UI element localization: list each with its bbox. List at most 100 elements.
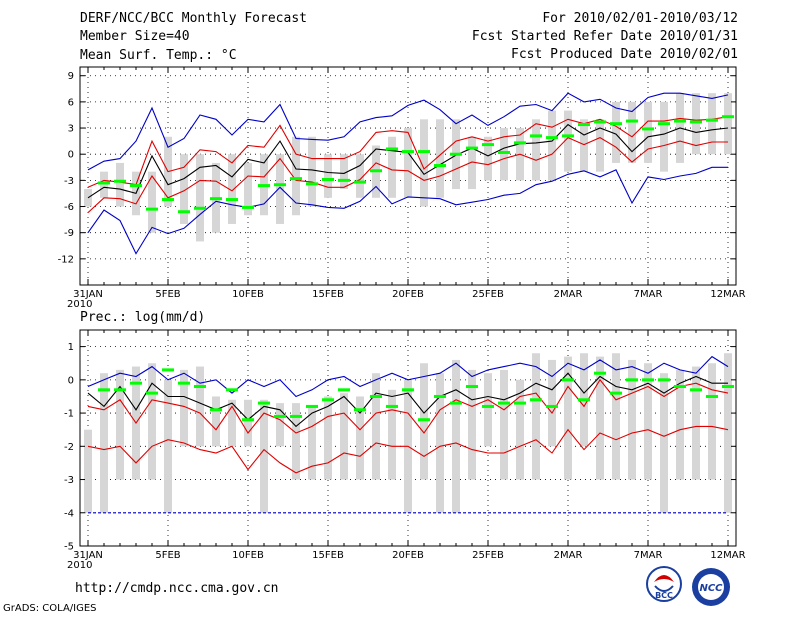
temp-green-marker [578,123,590,127]
prec-ytick-label: -1 [64,409,74,420]
temp-green-marker [706,118,718,122]
temp-green-marker [690,120,702,124]
prec-blue-upper-line [87,355,729,398]
temp-green-marker [434,164,446,168]
prec-spread-box [388,389,396,480]
temp-spread-box [628,101,636,163]
temp-spread-box [500,128,508,181]
temp-green-marker [306,182,318,186]
prec-spread-box [420,363,428,480]
temp-spread-box [308,136,316,207]
prec-spread-box [516,379,524,480]
temp-spread-box [468,136,476,190]
prec-spread-box [212,396,220,447]
prec-xtick-label: 20FEB [392,550,424,561]
bcc-logo-text: BCC [655,591,673,600]
temp-year-label: 2010 [67,299,92,310]
temp-spread-box [356,154,364,198]
temp-green-marker [210,197,222,201]
prec-spread-box [628,359,636,480]
forecast-period-label: For 2010/02/01-2010/03/12 [542,11,738,26]
temp-spread-box [148,171,156,233]
temp-green-marker [338,178,350,182]
member-size-label: Member Size=40 [80,29,190,44]
prec-spread-box [484,373,492,447]
prec-xtick-label: 12MAR [710,550,745,561]
temp-spread-box [100,171,108,198]
prec-spread-box [500,369,508,480]
bcc-logo: BCC [646,566,682,602]
temp-green-marker [658,122,670,126]
prec-panel-title: Prec.: log(mm/d) [80,310,205,325]
temp-spread-box [276,154,284,224]
prec-green-marker [530,398,542,402]
prec-spread-box [324,396,332,480]
prec-green-marker [610,391,622,395]
temp-spread-box [196,154,204,242]
prec-ytick-label: 0 [68,375,74,386]
prec-xtick-label: 15FEB [312,550,344,561]
temp-ytick-label: 6 [68,97,74,108]
ncc-logo-text: NCC [699,583,723,594]
prec-green-marker [418,418,430,422]
temp-green-marker [594,120,606,124]
temp-spread-box [580,119,588,172]
temp-green-marker [194,206,206,210]
temp-green-marker [642,127,654,131]
temp-green-marker [546,136,558,140]
prec-spread-box [532,353,540,480]
prec-spread-box [708,363,716,480]
temp-panel-title: Mean Surf. Temp.: °C [80,48,237,63]
prec-spread-box [436,373,444,513]
temp-spread-box [660,101,668,172]
temp-green-marker [562,134,574,138]
prec-spread-box [276,403,284,447]
prec-green-marker [338,388,350,392]
prec-red-upper-line [87,378,729,434]
prec-green-marker [242,418,254,422]
prec-ytick-label: -3 [64,475,74,486]
prec-green-marker [226,388,238,392]
temp-green-marker [466,146,478,150]
temp-green-marker [130,184,142,188]
prec-green-marker [178,381,190,385]
temp-spread-box [708,93,716,155]
prec-green-marker [626,378,638,382]
temp-spread-box [420,119,428,207]
prec-spread-box [260,399,268,513]
temp-xtick-label: 12MAR [710,289,745,300]
temp-spread-box [548,110,556,181]
temp-green-marker [98,181,110,185]
source-url[interactable]: http://cmdp.ncc.cma.gov.cn [75,581,279,596]
temp-green-marker [242,205,254,209]
prec-green-marker [514,401,526,405]
prec-xtick-label: 25FEB [472,550,504,561]
prec-green-marker [354,408,366,412]
temp-ytick-label: -12 [58,254,74,265]
temp-red-upper-line [87,116,729,188]
temp-green-marker [178,210,190,214]
prec-green-marker [290,414,302,418]
temp-green-marker [482,143,494,147]
temp-green-marker [226,198,238,202]
prec-spread-box [180,369,188,447]
fcst-started-label: Fcst Started Refer Date 2010/01/31 [471,29,738,44]
prec-green-marker [594,371,606,375]
prec-spread-box [372,373,380,480]
temp-xtick-label: 2MAR [554,289,583,300]
prec-xtick-label: 10FEB [232,550,264,561]
temp-green-marker [258,184,270,188]
temp-spread-box [484,136,492,181]
temp-spread-box [244,162,252,216]
prec-xtick-label: 31JAN [73,550,103,561]
prec-green-marker [210,408,222,412]
temp-spread-box [692,93,700,155]
prec-green-marker [450,401,462,405]
prec-year-label: 2010 [67,560,92,571]
prec-spread-box [116,369,124,480]
temp-green-marker [162,198,174,202]
temp-spread-box [340,154,348,190]
prec-spread-box [244,399,252,447]
prec-green-marker [162,368,174,372]
